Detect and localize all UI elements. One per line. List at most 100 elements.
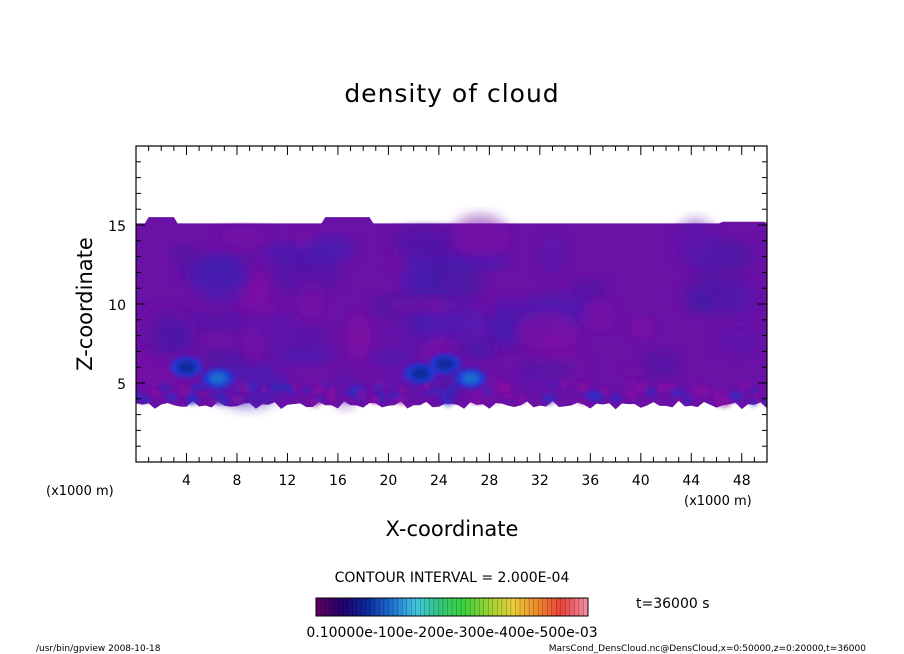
cloud-speck bbox=[190, 383, 207, 391]
cloud-texture bbox=[136, 215, 767, 409]
cloud-blob bbox=[296, 281, 325, 319]
x-tick-label: 20 bbox=[379, 473, 397, 489]
cloud-cell-core bbox=[209, 372, 228, 385]
cloud-speck bbox=[656, 383, 670, 393]
cloud-speck bbox=[727, 391, 743, 401]
colorbar-swatch bbox=[583, 598, 589, 616]
cloud-speck bbox=[448, 384, 457, 396]
cloud-speck bbox=[762, 398, 767, 405]
cloud-speck bbox=[325, 393, 337, 402]
colorbar-swatch bbox=[529, 598, 535, 616]
cloud-blob bbox=[290, 327, 330, 346]
colorbar-swatch bbox=[574, 598, 580, 616]
x-tick-label: 4 bbox=[182, 473, 191, 489]
time-label: t=36000 s bbox=[636, 596, 710, 612]
cloud-speck bbox=[576, 382, 590, 393]
colorbar-swatch bbox=[343, 598, 349, 616]
colorbar-swatch bbox=[501, 598, 507, 616]
cloud-speck bbox=[669, 388, 684, 397]
cloud-cell-core bbox=[177, 361, 196, 374]
cloud-blob bbox=[722, 284, 763, 309]
colorbar-swatch bbox=[447, 598, 453, 616]
x-axis-title: X-coordinate bbox=[386, 517, 519, 541]
cloud-speck bbox=[495, 381, 512, 393]
cloud-speck bbox=[611, 393, 621, 403]
colorbar-swatch bbox=[542, 598, 548, 616]
cloud-speck bbox=[374, 381, 382, 393]
x-tick-label: 32 bbox=[531, 473, 549, 489]
cloud-blob bbox=[136, 349, 183, 387]
colorbar-swatch bbox=[402, 598, 408, 616]
y-axis: 5 10 15 bbox=[108, 161, 767, 447]
colorbar-swatch bbox=[547, 598, 553, 616]
colorbar-swatch bbox=[533, 598, 539, 616]
colorbar-swatch bbox=[329, 598, 335, 616]
cloud-blob bbox=[515, 310, 581, 351]
colorbar-swatch bbox=[429, 598, 435, 616]
cloud-blob bbox=[535, 234, 570, 277]
colorbar-swatch bbox=[488, 598, 494, 616]
cloud-speck bbox=[229, 394, 245, 405]
colorbar-swatch bbox=[442, 598, 448, 616]
cloud-speck bbox=[578, 399, 587, 405]
cloud-blob bbox=[715, 326, 762, 357]
colorbar-swatch bbox=[393, 598, 399, 616]
colorbar-swatch bbox=[325, 598, 331, 616]
plot-area bbox=[136, 215, 767, 410]
y-tick-label: 5 bbox=[117, 377, 126, 393]
x-tick-label: 12 bbox=[279, 473, 297, 489]
colorbar-swatch bbox=[374, 598, 380, 616]
cloud-blob bbox=[270, 346, 335, 364]
y-tick-label: 10 bbox=[108, 298, 126, 314]
cloud-cell-core bbox=[461, 372, 480, 385]
colorbar-swatch bbox=[334, 598, 340, 616]
colorbar-swatch bbox=[352, 598, 358, 616]
chart-title: density of cloud bbox=[344, 79, 559, 108]
colorbar-swatch bbox=[465, 598, 471, 616]
cloud-speck bbox=[313, 386, 325, 395]
colorbar-swatch bbox=[452, 598, 458, 616]
colorbar-swatch bbox=[361, 598, 367, 616]
cloud-blob bbox=[388, 226, 462, 254]
colorbar-swatch bbox=[551, 598, 557, 616]
x-unit-right: (x1000 m) bbox=[684, 494, 752, 509]
cloud-speck bbox=[166, 392, 178, 402]
colorbar-swatch bbox=[370, 598, 376, 616]
x-axis: 4 8 12 16 20 24 28 32 36 40 44 48 bbox=[148, 146, 755, 489]
colorbar-swatch bbox=[569, 598, 575, 616]
cloud-speck bbox=[260, 386, 269, 394]
cloud-cell-core bbox=[436, 358, 455, 371]
cloud-speck bbox=[247, 381, 257, 391]
cloud-blob bbox=[639, 350, 681, 378]
colorbar-swatch bbox=[483, 598, 489, 616]
cloud-speck bbox=[737, 383, 754, 390]
cloud-speck bbox=[542, 393, 557, 404]
cloud-blob bbox=[220, 226, 267, 247]
x-tick-label: 8 bbox=[232, 473, 241, 489]
colorbar-swatch bbox=[438, 598, 444, 616]
cloud-blob bbox=[198, 349, 246, 365]
x-tick-label: 48 bbox=[733, 473, 751, 489]
cloud-speck bbox=[136, 390, 142, 402]
colorbar-swatch bbox=[538, 598, 544, 616]
colorbar-swatch bbox=[456, 598, 462, 616]
cloud-speck bbox=[502, 393, 515, 398]
cloud-blob bbox=[521, 359, 583, 378]
colorbar-swatch bbox=[320, 598, 326, 616]
cloud-speck bbox=[439, 388, 450, 400]
colorbar-swatch bbox=[397, 598, 403, 616]
colorbar-swatch bbox=[365, 598, 371, 616]
cloud-speck bbox=[354, 388, 368, 400]
colorbar-swatch bbox=[384, 598, 390, 616]
colorbar-swatch bbox=[497, 598, 503, 616]
footer-left: /usr/bin/gpview 2008-10-18 bbox=[36, 644, 161, 654]
cloud-speck bbox=[398, 386, 407, 394]
colorbar-swatch bbox=[379, 598, 385, 616]
cloud-speck bbox=[149, 388, 160, 397]
colorbar-swatch bbox=[520, 598, 526, 616]
colorbar-swatch bbox=[474, 598, 480, 616]
cloud-speck bbox=[316, 395, 324, 403]
cloud-speck bbox=[281, 384, 294, 392]
